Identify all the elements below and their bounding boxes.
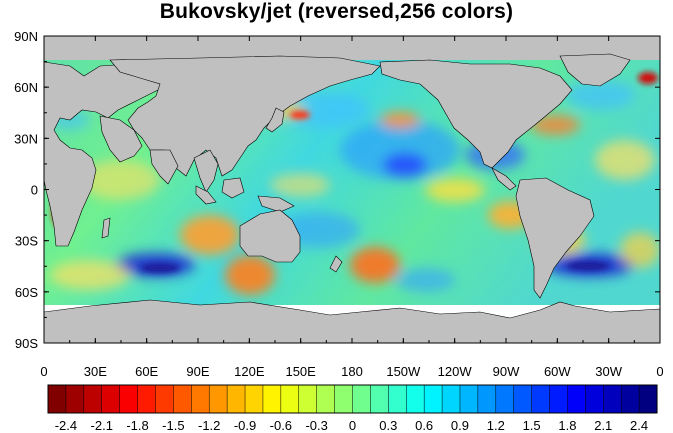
lon-tick-label: 120E xyxy=(234,364,265,379)
colorbar-label: 1.5 xyxy=(523,418,541,433)
colorbar-box xyxy=(585,384,604,414)
lon-tick-label: 60E xyxy=(135,364,158,379)
colorbar-box xyxy=(405,384,425,414)
colorbar-box xyxy=(603,384,622,414)
colorbar-box xyxy=(191,384,210,414)
colorbar-box xyxy=(316,384,336,414)
land-sumatra xyxy=(195,185,217,205)
colorbar-box xyxy=(423,384,443,414)
colorbar-label: 0.9 xyxy=(451,418,469,433)
colorbar-label: -0.9 xyxy=(234,418,256,433)
colorbar-border xyxy=(47,384,658,414)
colorbar-label: 0.6 xyxy=(415,418,433,433)
colorbar-box xyxy=(513,384,533,414)
colorbar-box xyxy=(638,384,658,414)
lat-tick-label: 0 xyxy=(31,183,38,198)
lon-tick-label: 0 xyxy=(40,364,47,379)
plot-title: Bukovsky/jet (reversed,256 colors) xyxy=(159,0,514,23)
colorbar-box xyxy=(477,384,497,414)
lon-tick-label: 150W xyxy=(386,364,421,379)
land-madagascar xyxy=(101,217,111,239)
land-south-america xyxy=(515,177,595,299)
lon-tick-label: 90W xyxy=(493,364,520,379)
colorbar-box xyxy=(280,384,300,414)
lat-tick-label: 30S xyxy=(15,234,38,249)
lon-tick-label: 0 xyxy=(656,364,663,379)
land-australia xyxy=(239,209,301,263)
land-greenland xyxy=(559,53,631,87)
colorbar-label: -1.8 xyxy=(126,418,148,433)
lat-tick-label: 60S xyxy=(15,285,38,300)
colorbar-box xyxy=(155,384,174,414)
colorbar-box xyxy=(459,384,479,414)
colorbar-box xyxy=(567,384,586,414)
land-central-america xyxy=(491,167,517,191)
colorbar-box xyxy=(244,384,264,414)
colorbar-label: 1.2 xyxy=(487,418,505,433)
colorbar-box xyxy=(298,384,318,414)
colorbar-box xyxy=(173,384,192,414)
lon-tick-label: 60W xyxy=(544,364,571,379)
colorbar-label: -2.1 xyxy=(91,418,113,433)
land-new-zealand xyxy=(329,255,343,273)
land-new-guinea xyxy=(257,195,295,213)
colorbar-label: -0.6 xyxy=(270,418,292,433)
colorbar-label: 2.1 xyxy=(594,418,612,433)
lon-tick-label: 30E xyxy=(84,364,107,379)
colorbar-box xyxy=(495,384,515,414)
colorbar-box xyxy=(620,384,640,414)
lat-tick-label: 60N xyxy=(14,80,38,95)
colorbar-box xyxy=(388,384,407,414)
lat-tick-label: 90S xyxy=(15,336,38,351)
colorbar-box xyxy=(352,384,371,414)
land-borneo xyxy=(221,177,245,199)
colorbar-box xyxy=(119,384,139,414)
colorbar: -2.4 -2.1 -1.8 -1.5 -1.2 -0.9 -0.6 -0.3 0 0.3 0.6 0… xyxy=(47,384,658,433)
land-india xyxy=(149,149,179,185)
sst-field xyxy=(44,36,660,343)
land-japan xyxy=(265,107,285,133)
colorbar-box xyxy=(334,384,354,414)
colorbar-box xyxy=(47,384,67,414)
land-arabia xyxy=(99,115,143,163)
lon-tick-label: 180 xyxy=(341,364,363,379)
land-antarctica xyxy=(44,299,660,343)
lon-tick-label: 120W xyxy=(438,364,473,379)
colorbar-box xyxy=(370,384,389,414)
lon-tick-label: 30W xyxy=(595,364,622,379)
colorbar-box xyxy=(441,384,461,414)
lon-tick-label: 150E xyxy=(285,364,316,379)
colorbar-box xyxy=(262,384,282,414)
colorbar-label: 0 xyxy=(349,418,356,433)
lat-tick-label: 90N xyxy=(14,29,38,44)
colorbar-box xyxy=(83,384,103,414)
colorbar-box xyxy=(65,384,85,414)
colorbar-label: -1.2 xyxy=(198,418,220,433)
colorbar-box xyxy=(226,384,246,414)
colorbar-box xyxy=(101,384,121,414)
land-indochina xyxy=(193,149,219,193)
land-north-america xyxy=(379,59,573,169)
land-asia xyxy=(109,55,381,177)
colorbar-label: -0.3 xyxy=(305,418,327,433)
colorbar-label: 2.4 xyxy=(630,418,648,433)
colorbar-label: -1.5 xyxy=(162,418,184,433)
lat-tick-label: 30N xyxy=(14,131,38,146)
colorbar-box xyxy=(208,384,228,414)
colorbar-box xyxy=(531,384,551,414)
colorbar-label: 0.3 xyxy=(379,418,397,433)
land-arctic xyxy=(44,36,660,60)
colorbar-box xyxy=(137,384,157,414)
colorbar-label: 1.8 xyxy=(558,418,576,433)
colorbar-box xyxy=(549,384,568,414)
lon-tick-label: 90E xyxy=(186,364,209,379)
colorbar-label: -2.4 xyxy=(55,418,77,433)
